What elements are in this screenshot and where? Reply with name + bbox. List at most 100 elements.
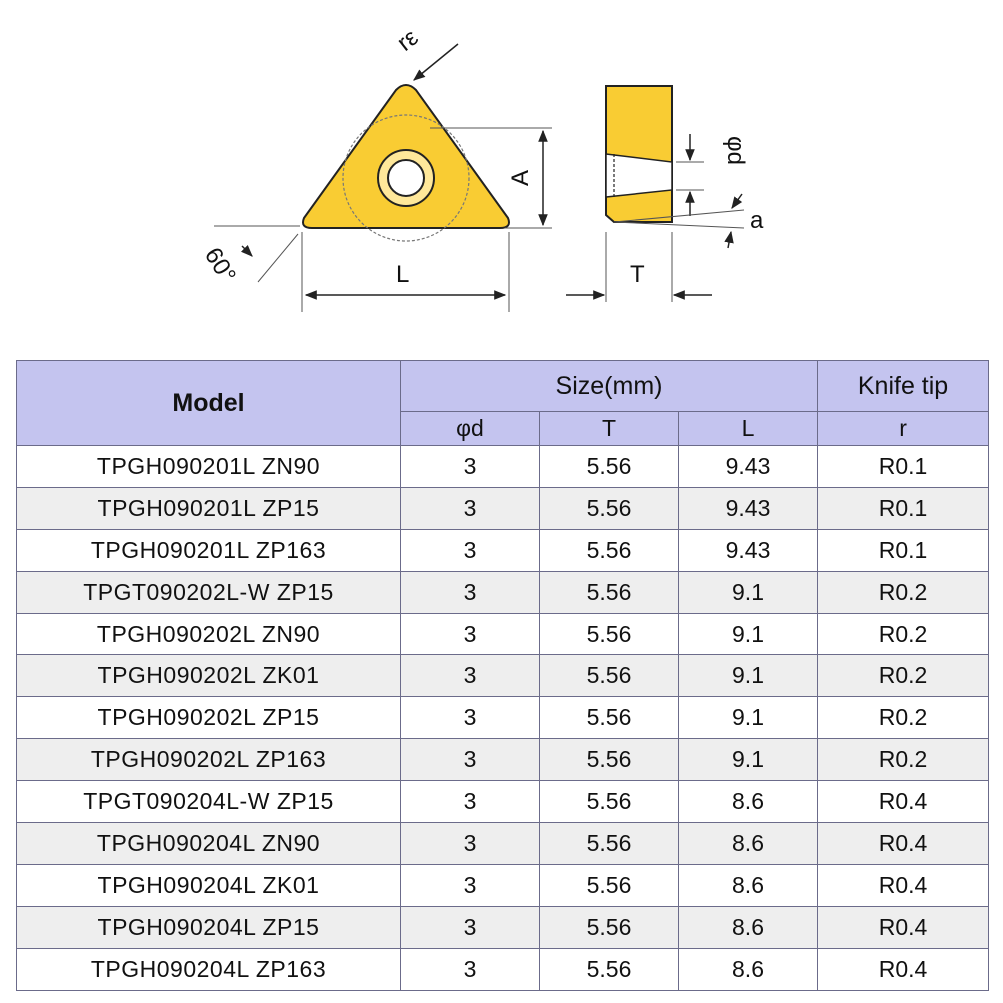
clearance-a-label: a xyxy=(750,207,764,234)
inscribed-circle xyxy=(342,114,470,242)
model-cell: TPGH090202L ZN90 xyxy=(16,612,401,656)
t-label: T xyxy=(630,261,645,288)
t-cell: 5.56 xyxy=(539,822,679,865)
insert-spec-table: Model Size(mm) Knife tip φd T L r TPGH09… xyxy=(16,360,990,991)
table-row: TPGT090204L-W ZP15 3 5.56 8.6 R0.4 xyxy=(16,780,990,824)
model-cell: TPGH090201L ZN90 xyxy=(16,445,401,488)
l-cell: 8.6 xyxy=(677,905,819,949)
table-row: TPGH090201L ZN90 3 5.56 9.43 R0.1 xyxy=(16,445,990,488)
r-cell: R0.4 xyxy=(817,947,990,991)
r-cell: R0.2 xyxy=(817,612,990,656)
insert-diagram: rε A L 60° φd a T xyxy=(199,24,764,312)
model-cell: TPGH090201L ZP15 xyxy=(16,486,401,530)
clearance-reference-line xyxy=(613,209,745,223)
r-cell: R0.4 xyxy=(817,863,990,907)
phi-d-cell: 3 xyxy=(400,947,540,991)
table-row: TPGH090204L ZK01 3 5.56 8.6 R0.4 xyxy=(16,863,990,907)
model-cell: TPGT090202L-W ZP15 xyxy=(16,570,401,614)
r-cell: R0.2 xyxy=(817,738,990,782)
r-cell: R0.1 xyxy=(817,486,990,530)
a-arrow-top xyxy=(731,193,743,209)
r-epsilon-arrow xyxy=(413,43,459,81)
r-header: r xyxy=(817,411,990,446)
l-cell: 9.1 xyxy=(677,570,819,614)
phi-d-cell: 3 xyxy=(400,486,540,530)
phi-d-cell: 3 xyxy=(400,822,540,865)
t-header: T xyxy=(539,411,679,446)
l-cell: 9.1 xyxy=(677,738,819,782)
model-cell: TPGH090204L ZP15 xyxy=(16,905,401,949)
table-row: TPGT090202L-W ZP15 3 5.56 9.1 R0.2 xyxy=(16,570,990,614)
table-row: TPGH090202L ZP15 3 5.56 9.1 R0.2 xyxy=(16,696,990,740)
table-row: TPGH090202L ZP163 3 5.56 9.1 R0.2 xyxy=(16,738,990,782)
model-cell: TPGH090202L ZK01 xyxy=(16,654,401,698)
angle-extension-diagonal xyxy=(257,233,299,283)
l-cell: 9.1 xyxy=(677,654,819,698)
l-cell: 8.6 xyxy=(677,947,819,991)
center-hole-inner xyxy=(387,159,425,197)
t-cell: 5.56 xyxy=(539,696,679,740)
t-cell: 5.56 xyxy=(539,445,679,488)
table-row: TPGH090201L ZP163 3 5.56 9.43 R0.1 xyxy=(16,528,990,572)
r-cell: R0.4 xyxy=(817,905,990,949)
r-cell: R0.1 xyxy=(817,528,990,572)
side-view-body xyxy=(605,85,673,223)
table-row: TPGH090204L ZP15 3 5.56 8.6 R0.4 xyxy=(16,905,990,949)
table-row: TPGH090201L ZP15 3 5.56 9.43 R0.1 xyxy=(16,486,990,530)
r-cell: R0.4 xyxy=(817,780,990,824)
table-row: TPGH090204L ZP163 3 5.56 8.6 R0.4 xyxy=(16,947,990,991)
phi-d-cell: 3 xyxy=(400,905,540,949)
phi-d-cell: 3 xyxy=(400,612,540,656)
t-cell: 5.56 xyxy=(539,738,679,782)
table-row: TPGH090202L ZK01 3 5.56 9.1 R0.2 xyxy=(16,654,990,698)
t-cell: 5.56 xyxy=(539,486,679,530)
l-label: L xyxy=(396,261,409,288)
model-cell: TPGH090204L ZN90 xyxy=(16,822,401,865)
spec-table-header: Model Size(mm) Knife tip φd T L r xyxy=(16,360,990,446)
angle-arrow xyxy=(240,244,253,257)
phi-d-label: φd xyxy=(722,136,749,165)
knife-tip-header: Knife tip xyxy=(817,360,990,412)
l-cell: 9.1 xyxy=(677,696,819,740)
angle-label: 60° xyxy=(199,243,241,288)
l-cell: 9.1 xyxy=(677,612,819,656)
r-cell: R0.2 xyxy=(817,696,990,740)
phi-d-cell: 3 xyxy=(400,696,540,740)
t-cell: 5.56 xyxy=(539,612,679,656)
model-cell: TPGH090202L ZP15 xyxy=(16,696,401,740)
r-cell: R0.2 xyxy=(817,570,990,614)
t-cell: 5.56 xyxy=(539,654,679,698)
t-cell: 5.56 xyxy=(539,570,679,614)
spec-table-body: TPGH090201L ZN90 3 5.56 9.43 R0.1 TPGH090201L… xyxy=(16,445,990,991)
a-label: A xyxy=(507,170,534,186)
l-cell: 9.43 xyxy=(677,486,819,530)
l-cell: 8.6 xyxy=(677,863,819,907)
phi-d-cell: 3 xyxy=(400,570,540,614)
r-epsilon-label: rε xyxy=(392,24,424,57)
l-cell: 9.43 xyxy=(677,528,819,572)
phi-d-cell: 3 xyxy=(400,738,540,782)
model-header: Model xyxy=(16,360,401,446)
a-arrow-bottom xyxy=(724,230,734,249)
table-row: TPGH090202L ZN90 3 5.56 9.1 R0.2 xyxy=(16,612,990,656)
model-cell: TPGH090204L ZP163 xyxy=(16,947,401,991)
l-cell: 8.6 xyxy=(677,822,819,865)
insert-side-view xyxy=(605,85,673,223)
t-cell: 5.56 xyxy=(539,528,679,572)
phi-d-header: φd xyxy=(400,411,540,446)
l-cell: 9.43 xyxy=(677,445,819,488)
model-cell: TPGT090204L-W ZP15 xyxy=(16,780,401,824)
r-cell: R0.1 xyxy=(817,445,990,488)
model-cell: TPGH090202L ZP163 xyxy=(16,738,401,782)
phi-d-cell: 3 xyxy=(400,863,540,907)
t-cell: 5.56 xyxy=(539,863,679,907)
phi-d-cell: 3 xyxy=(400,528,540,572)
phi-d-cell: 3 xyxy=(400,445,540,488)
side-view-hole xyxy=(605,153,673,198)
t-cell: 5.56 xyxy=(539,780,679,824)
l-cell: 8.6 xyxy=(677,780,819,824)
phi-d-cell: 3 xyxy=(400,780,540,824)
r-cell: R0.2 xyxy=(817,654,990,698)
triangle-insert-front-view xyxy=(302,84,510,242)
l-header: L xyxy=(677,411,819,446)
